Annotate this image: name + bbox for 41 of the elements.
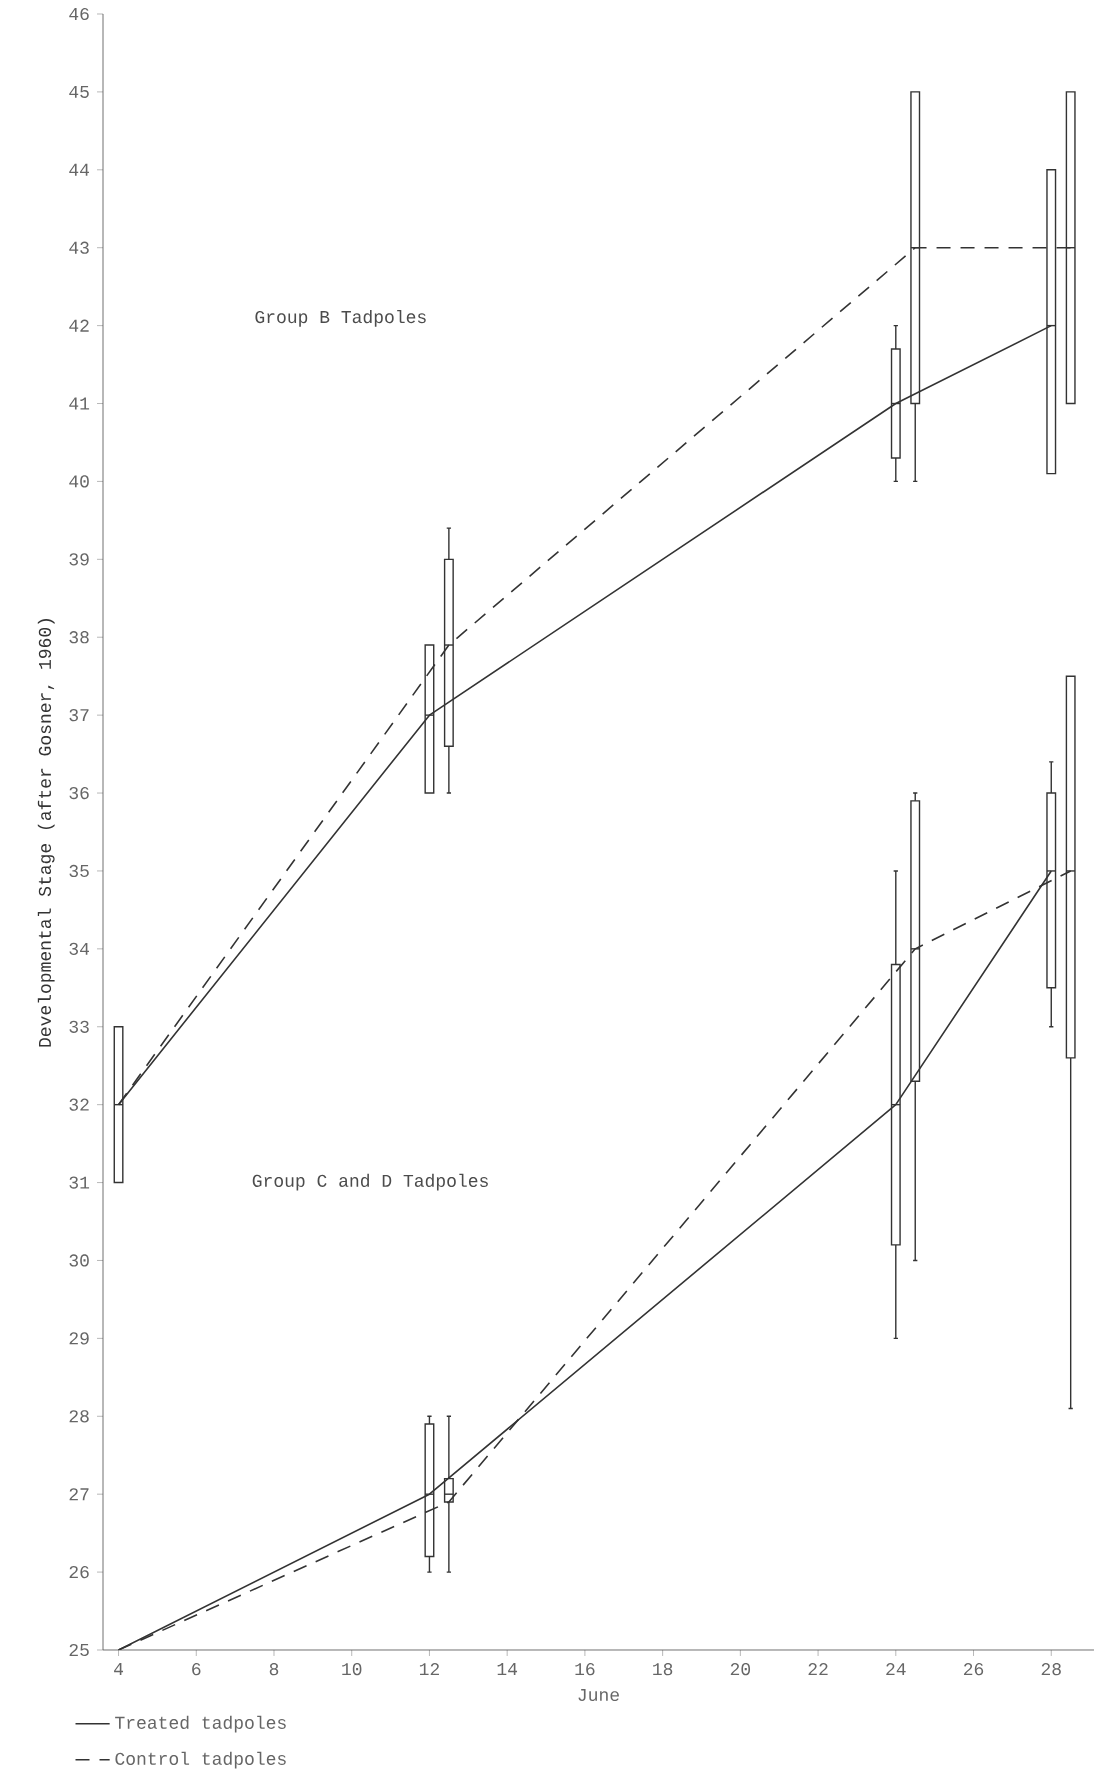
y-tick-label: 31 xyxy=(69,1176,90,1189)
y-tick-label: 25 xyxy=(69,1643,89,1657)
x-tick-label: 12 xyxy=(419,1663,439,1676)
annotation: Group C and D Tadpoles xyxy=(252,1173,488,1191)
x-tick-label: 18 xyxy=(653,1663,673,1676)
x-tick-label: 8 xyxy=(269,1663,279,1676)
x-tick-label: 24 xyxy=(886,1663,906,1676)
y-tick-label: 46 xyxy=(69,7,89,21)
y-tick-label: 40 xyxy=(69,475,89,488)
x-tick-label: 14 xyxy=(497,1663,518,1675)
x-tick-label: 26 xyxy=(963,1663,984,1676)
annotation: Group B Tadpoles xyxy=(255,309,426,327)
y-tick-label: 27 xyxy=(69,1488,89,1501)
legend-label: Treated tadpoles xyxy=(115,1715,286,1733)
y-tick-label: 36 xyxy=(69,786,89,800)
x-axis-title: June xyxy=(578,1689,619,1702)
x-tick-label: 28 xyxy=(1041,1663,1061,1676)
x-tick-label: 10 xyxy=(342,1663,362,1676)
y-tick-label: 26 xyxy=(69,1565,89,1579)
y-tick-label: 42 xyxy=(69,319,89,332)
y-axis-title: Developmental Stage (after Gosner, 1960) xyxy=(37,619,55,1047)
x-tick-label: 20 xyxy=(730,1663,751,1676)
x-tick-label: 4 xyxy=(114,1663,124,1675)
y-tick-label: 43 xyxy=(69,241,89,254)
x-tick-label: 16 xyxy=(575,1663,595,1676)
y-tick-label: 34 xyxy=(69,942,90,955)
y-tick-label: 32 xyxy=(69,1098,89,1111)
legend-label: Control tadpoles xyxy=(115,1751,286,1769)
y-tick-label: 30 xyxy=(69,1254,89,1267)
x-tick-label: 6 xyxy=(192,1663,201,1676)
y-tick-label: 35 xyxy=(69,864,89,878)
y-tick-label: 38 xyxy=(69,631,89,644)
y-tick-label: 41 xyxy=(69,397,90,410)
y-tick-label: 44 xyxy=(69,163,90,176)
y-tick-label: 45 xyxy=(69,85,89,98)
y-tick-label: 39 xyxy=(69,553,89,566)
y-tick-label: 37 xyxy=(69,709,89,722)
y-tick-label: 29 xyxy=(69,1332,89,1345)
y-tick-label: 33 xyxy=(69,1020,89,1033)
x-tick-label: 22 xyxy=(808,1663,828,1676)
y-tick-label: 28 xyxy=(69,1410,89,1423)
